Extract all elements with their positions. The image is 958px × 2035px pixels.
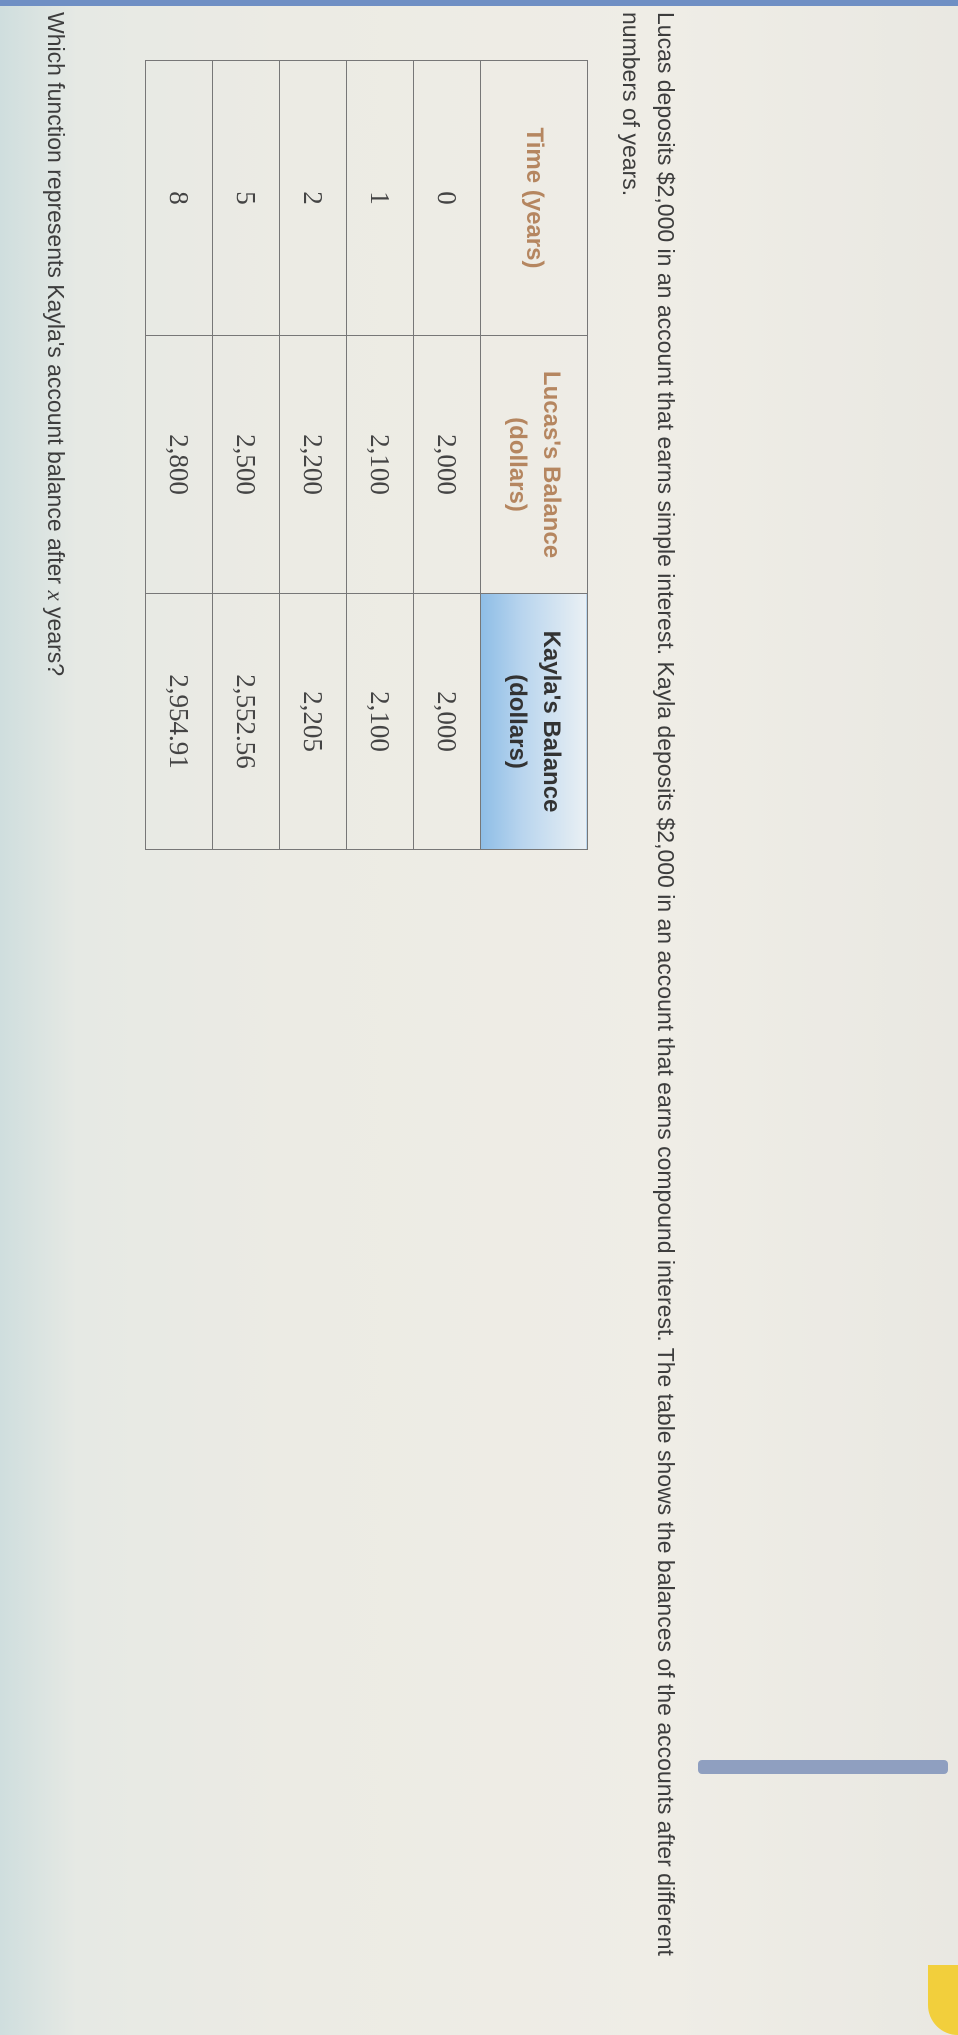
table-row: 2 2,200 2,205	[279, 60, 347, 850]
table-row: 1 2,100 2,100	[346, 60, 414, 850]
cell-kayla: 2,552.56	[212, 593, 280, 850]
cell-lucas: 2,500	[212, 335, 280, 594]
cell-lucas: 2,800	[145, 335, 213, 594]
cell-time: 2	[279, 60, 347, 336]
cell-time: 0	[413, 60, 481, 336]
header-kayla: Kayla's Balance (dollars)	[480, 593, 588, 850]
cell-kayla: 2,205	[279, 593, 347, 850]
cell-time: 1	[346, 60, 414, 336]
question-text: Which function represents Kayla's accoun…	[43, 12, 69, 677]
cell-time: 5	[212, 60, 280, 336]
cell-lucas: 2,200	[279, 335, 347, 594]
table-row: 8 2,800 2,954.91	[145, 60, 213, 850]
header-lucas: Lucas's Balance (dollars)	[480, 335, 588, 594]
problem-intro: Lucas deposits $2,000 in an account that…	[618, 12, 679, 1956]
cell-kayla: 2,100	[346, 593, 414, 850]
cell-lucas: 2,100	[346, 335, 414, 594]
browser-top-edge	[0, 0, 958, 6]
scrollbar[interactable]	[698, 1760, 948, 1774]
table-header-row: Time (years) Lucas's Balance (dollars) Ka…	[480, 60, 588, 850]
table-row: 0 2,000 2,000	[413, 60, 481, 850]
table-row: 5 2,500 2,552.56	[212, 60, 280, 850]
header-time: Time (years)	[480, 60, 588, 336]
cell-time: 8	[145, 60, 213, 336]
cell-lucas: 2,000	[413, 335, 481, 594]
cell-kayla: 2,954.91	[145, 593, 213, 850]
balance-table: Time (years) Lucas's Balance (dollars) Ka…	[145, 60, 588, 850]
cell-kayla: 2,000	[413, 593, 481, 850]
